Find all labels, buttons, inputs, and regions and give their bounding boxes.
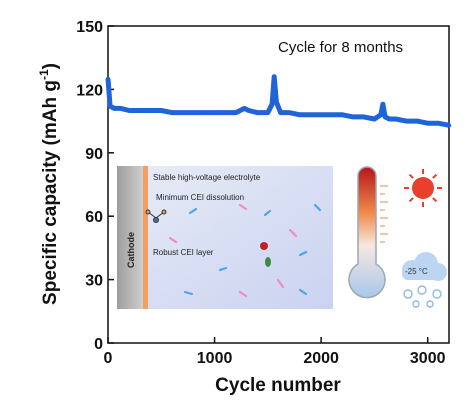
data-point — [265, 110, 271, 115]
data-point — [350, 114, 356, 120]
data-point — [425, 121, 430, 126]
cycle-annotation: Cycle for 8 months — [278, 39, 403, 56]
sun-ray — [408, 173, 414, 179]
data-point — [212, 110, 217, 115]
molecule-blue — [183, 290, 194, 296]
data-point — [105, 76, 111, 82]
inset-background — [117, 166, 333, 309]
low-temp-label: -25 °C — [405, 267, 428, 276]
data-point — [382, 114, 388, 120]
data-point — [380, 101, 386, 107]
data-point — [127, 108, 132, 113]
x-tick-label: 1000 — [197, 350, 233, 367]
y-axis-title-close: ) — [40, 63, 61, 69]
data-point — [137, 108, 143, 113]
plot-frame — [107, 25, 450, 344]
data-point — [372, 116, 377, 122]
y-axis-title-main: Specific capacity (mAh g — [40, 80, 61, 305]
molecule-blue — [218, 266, 228, 272]
data-point — [169, 110, 175, 115]
data-point — [414, 118, 420, 124]
x-axis-title: Cycle number — [215, 375, 341, 396]
sun-ray — [408, 197, 414, 203]
cei-molecule-icon — [145, 209, 167, 223]
cei-layer-strip — [143, 166, 148, 309]
data-point — [329, 112, 334, 117]
x-tick-label: 3000 — [410, 350, 446, 367]
electrolyte-molecules — [168, 203, 322, 298]
x-tick-label: 0 — [104, 350, 113, 367]
data-point — [393, 116, 398, 122]
data-point — [297, 112, 303, 117]
data-point — [318, 112, 324, 117]
inset-illustration: Cathode Stable high-voltage electrolyte … — [117, 166, 333, 309]
data-point — [112, 106, 117, 111]
series-line — [105, 74, 450, 128]
molecule-pink — [238, 290, 248, 298]
cloud-icon: -25 °C — [402, 252, 447, 281]
molecule-pink — [168, 236, 178, 244]
data-point — [148, 108, 153, 113]
data-point — [286, 110, 292, 115]
electrolyte-label: Stable high-voltage electrolyte — [153, 173, 261, 182]
salt-anion — [260, 242, 268, 250]
data-series — [105, 74, 452, 128]
cathode-label: Cathode — [126, 232, 136, 268]
molecule-pink — [276, 278, 285, 289]
sun-ray — [432, 173, 438, 179]
data-point — [201, 110, 207, 115]
molecule-pink — [238, 203, 248, 211]
data-point — [361, 114, 366, 120]
data-point — [159, 108, 164, 113]
y-tick-label: 120 — [76, 82, 103, 99]
cei-layer-label: Robust CEI layer — [153, 248, 214, 257]
data-point — [340, 112, 345, 117]
data-point — [378, 112, 383, 117]
data-point — [246, 108, 251, 113]
sun-ray — [432, 197, 438, 203]
y-axis-ticks: 0 30 60 90 120 150 — [76, 19, 114, 353]
x-axis-ticks: 0 1000 2000 3000 — [104, 337, 446, 367]
data-point — [233, 110, 239, 115]
molecule-blue — [313, 203, 322, 212]
data-point — [107, 104, 113, 109]
data-point — [278, 110, 283, 115]
y-tick-label: 90 — [85, 146, 103, 163]
molecule-pink — [288, 228, 298, 238]
data-point — [404, 118, 409, 124]
data-point — [274, 99, 279, 105]
molecule-blue — [298, 250, 308, 257]
data-point — [272, 74, 277, 79]
data-point — [254, 110, 260, 115]
y-axis-title-superscript: -1 — [37, 69, 51, 80]
molecule-blue — [263, 209, 272, 217]
snowflake-icon — [403, 285, 442, 308]
data-point — [436, 121, 441, 126]
data-point — [180, 110, 185, 115]
y-tick-label: 150 — [76, 19, 103, 36]
data-point — [242, 106, 247, 111]
y-tick-label: 0 — [94, 336, 103, 353]
cei-dissolution-label: Minimum CEI dissolution — [156, 193, 244, 202]
thermometer-icon — [345, 166, 401, 306]
salt-ligand — [265, 257, 271, 267]
data-point — [191, 110, 196, 115]
data-point — [308, 112, 313, 117]
data-point — [118, 106, 123, 111]
y-tick-label: 30 — [85, 273, 103, 290]
molecule-blue — [298, 288, 308, 296]
data-point — [269, 101, 275, 107]
data-point — [446, 123, 452, 128]
y-tick-label: 60 — [85, 209, 103, 226]
molecule-blue — [188, 207, 198, 215]
data-point — [387, 116, 392, 122]
sun-icon — [404, 169, 442, 207]
data-point — [223, 110, 228, 115]
cathode-block — [117, 166, 143, 309]
x-tick-label: 2000 — [303, 350, 339, 367]
y-axis-title: Specific capacity (mAh g-1) — [37, 63, 61, 305]
